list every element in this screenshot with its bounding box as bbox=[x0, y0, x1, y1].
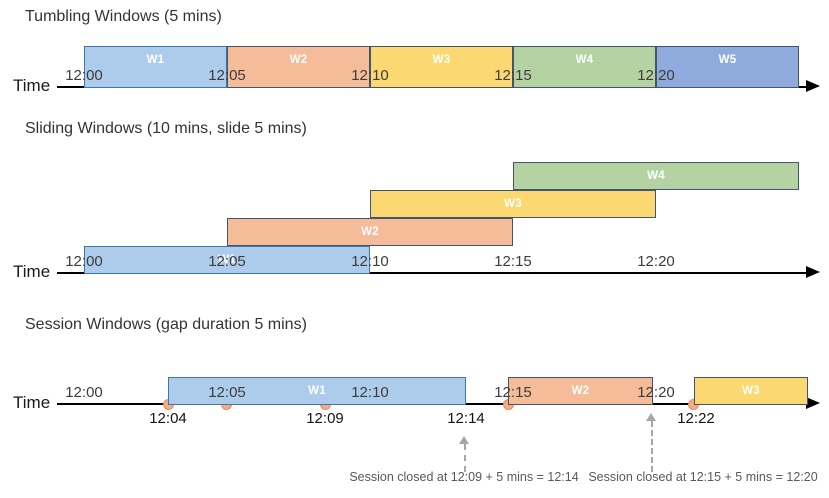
tick-label: 12:20 bbox=[637, 253, 675, 270]
tick-label: 12:10 bbox=[351, 253, 389, 270]
time-axis-label: Time bbox=[13, 76, 51, 95]
session-closed-note: Session closed at 12:09 + 5 mins = 12:14 bbox=[349, 470, 579, 484]
tick-label: 12:15 bbox=[494, 67, 532, 84]
tick-label: 12:20 bbox=[637, 384, 675, 401]
window-label: W2 bbox=[571, 385, 590, 397]
window-bar-w3: W3 bbox=[370, 190, 656, 218]
window-bar-w2: W2 bbox=[227, 218, 513, 246]
up-arrow-icon bbox=[646, 413, 656, 421]
window-label: W4 bbox=[647, 170, 665, 182]
timeline-arrowhead-icon bbox=[806, 397, 820, 409]
window-bar-w4: W4 bbox=[513, 162, 799, 190]
window-label: W1 bbox=[308, 385, 326, 397]
window-label: W2 bbox=[289, 54, 308, 66]
tick-label: 12:05 bbox=[208, 253, 246, 270]
tick-label: 12:00 bbox=[65, 384, 103, 401]
up-arrow-stem bbox=[464, 444, 466, 472]
time-axis-label: Time bbox=[13, 262, 51, 281]
up-arrow-icon bbox=[459, 436, 469, 444]
window-bar-w5: W5 bbox=[656, 46, 799, 88]
window-bar-w1: W1 bbox=[168, 377, 466, 405]
timeline-arrowhead-icon bbox=[806, 80, 820, 92]
window-label: W2 bbox=[361, 226, 379, 238]
event-time-label: 12:04 bbox=[149, 410, 187, 427]
tick-label: 12:15 bbox=[494, 253, 532, 270]
window-label: W1 bbox=[218, 254, 236, 266]
tick-label: 12:00 bbox=[65, 253, 103, 270]
event-time-label: 12:09 bbox=[306, 410, 344, 427]
tick-label: 12:20 bbox=[637, 67, 675, 84]
time-axis-label: Time bbox=[13, 393, 51, 412]
window-label: W3 bbox=[742, 385, 760, 397]
window-bar-w2: W2 bbox=[227, 46, 370, 88]
section-title: Sliding Windows (10 mins, slide 5 mins) bbox=[25, 120, 307, 137]
window-bar-w3: W3 bbox=[694, 377, 808, 405]
event-time-label: 12:14 bbox=[447, 410, 485, 427]
window-bar-w2: W2 bbox=[508, 377, 653, 405]
window-label: W3 bbox=[432, 54, 451, 66]
up-arrow-stem bbox=[651, 421, 653, 472]
tick-label: 12:10 bbox=[351, 67, 389, 84]
tick-label: 12:10 bbox=[351, 384, 389, 401]
window-bar-w1: W1 bbox=[84, 246, 370, 274]
window-bar-w1: W1 bbox=[84, 46, 227, 88]
window-bar-w4: W4 bbox=[513, 46, 656, 88]
timeline-arrowhead-icon bbox=[806, 266, 820, 278]
tick-label: 12:05 bbox=[208, 384, 246, 401]
window-label: W5 bbox=[718, 54, 737, 66]
window-label: W4 bbox=[575, 54, 594, 66]
tick-label: 12:00 bbox=[65, 67, 103, 84]
window-label: W1 bbox=[146, 54, 165, 66]
window-label: W3 bbox=[504, 198, 522, 210]
tick-label: 12:05 bbox=[208, 67, 246, 84]
session-closed-note: Session closed at 12:15 + 5 mins = 12:20 bbox=[588, 470, 818, 484]
section-title: Tumbling Windows (5 mins) bbox=[25, 8, 222, 25]
tick-label: 12:15 bbox=[494, 384, 532, 401]
event-time-label: 12:22 bbox=[677, 410, 715, 427]
timeline bbox=[57, 272, 806, 274]
section-title: Session Windows (gap duration 5 mins) bbox=[25, 316, 307, 333]
window-bar-w3: W3 bbox=[370, 46, 513, 88]
